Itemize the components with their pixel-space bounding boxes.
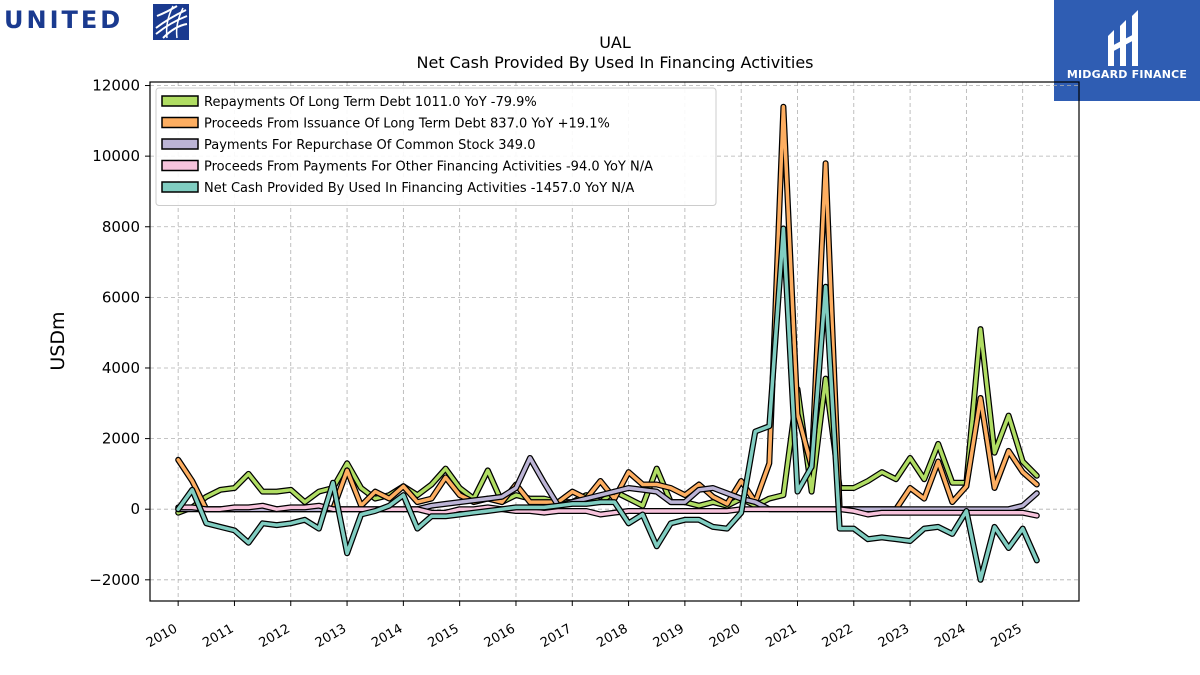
legend-swatch bbox=[161, 181, 199, 193]
series-line-outline bbox=[175, 225, 1040, 583]
x-tick-label: 2012 bbox=[257, 621, 293, 651]
midgard-mark-icon bbox=[1108, 10, 1138, 66]
y-tick-label: 10000 bbox=[92, 147, 140, 165]
legend-swatch bbox=[161, 138, 199, 150]
y-tick-label: −2000 bbox=[89, 571, 140, 589]
y-axis-ticks: −2000 0 2000 4000 6000 8000 10000 12000 bbox=[89, 77, 150, 589]
x-tick-label: 2016 bbox=[482, 621, 518, 651]
midgard-finance-logo: MIDGARD FINANCE bbox=[1054, 0, 1200, 101]
y-tick-label: 12000 bbox=[92, 77, 140, 95]
x-tick-label: 2017 bbox=[538, 621, 574, 651]
united-logo-wordmark: UNITED bbox=[4, 6, 124, 34]
legend-entry: Proceeds From Payments For Other Financi… bbox=[204, 160, 653, 175]
legend-box bbox=[155, 87, 717, 206]
united-globe-icon bbox=[153, 4, 189, 40]
x-tick-label: 2021 bbox=[763, 621, 799, 651]
legend-entry: Repayments Of Long Term Debt 1011.0 YoY … bbox=[204, 95, 537, 110]
y-tick-label: 6000 bbox=[102, 288, 140, 306]
x-tick-label: 2010 bbox=[144, 621, 180, 651]
series-5 bbox=[175, 225, 1040, 583]
chart-title: UAL bbox=[599, 33, 631, 52]
x-tick-label: 2015 bbox=[426, 621, 462, 651]
legend-swatch bbox=[161, 95, 199, 107]
x-tick-label: 2022 bbox=[820, 621, 856, 651]
legend: Repayments Of Long Term Debt 1011.0 YoY … bbox=[155, 87, 717, 206]
y-axis-label: USDm bbox=[47, 311, 69, 370]
series-4 bbox=[175, 502, 1040, 519]
legend-entry: Payments For Repurchase Of Common Stock … bbox=[204, 138, 535, 153]
series-lines bbox=[175, 103, 1040, 583]
series-line bbox=[176, 226, 1039, 582]
x-tick-label: 2023 bbox=[876, 621, 912, 651]
legend-swatch bbox=[161, 116, 199, 129]
y-tick-label: 4000 bbox=[102, 359, 140, 377]
x-axis-ticks: 2010 2011 2012 2013 2014 2015 2016 2017 2018 2019… bbox=[144, 601, 1025, 651]
series-line bbox=[176, 327, 1039, 515]
x-tick-label: 2019 bbox=[651, 621, 687, 651]
y-tick-label: 2000 bbox=[102, 430, 140, 448]
y-tick-label: 8000 bbox=[102, 218, 140, 236]
plot-area-frame bbox=[149, 81, 1080, 602]
x-tick-label: 2020 bbox=[707, 621, 743, 651]
series-line bbox=[176, 503, 1039, 518]
x-tick-label: 2018 bbox=[594, 621, 630, 651]
legend-swatch bbox=[161, 159, 199, 172]
x-tick-label: 2013 bbox=[313, 621, 349, 651]
chart-subtitle: Net Cash Provided By Used In Financing A… bbox=[416, 53, 813, 72]
y-tick-label: 0 bbox=[130, 500, 140, 518]
x-tick-label: 2025 bbox=[989, 621, 1025, 651]
x-tick-label: 2014 bbox=[369, 621, 405, 651]
legend-entry: Net Cash Provided By Used In Financing A… bbox=[204, 181, 634, 196]
united-logo: UNITED bbox=[0, 0, 200, 45]
x-tick-label: 2024 bbox=[932, 621, 968, 651]
midgard-logo-text: MIDGARD FINANCE bbox=[1066, 68, 1188, 81]
x-tick-label: 2011 bbox=[200, 621, 236, 651]
series-1 bbox=[175, 326, 1040, 516]
legend-entry: Proceeds From Issuance Of Long Term Debt… bbox=[204, 117, 610, 132]
